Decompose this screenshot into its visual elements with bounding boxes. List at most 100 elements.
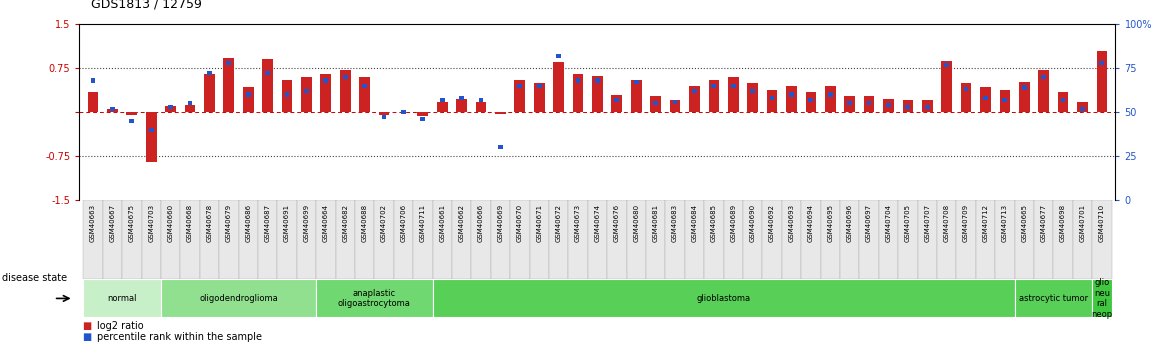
Text: GSM40669: GSM40669 — [498, 204, 503, 242]
Bar — [806, 91, 816, 112]
Bar — [1072, 200, 1092, 279]
Bar — [840, 200, 860, 279]
Bar — [420, 117, 425, 121]
Bar — [1097, 51, 1107, 112]
Bar — [995, 200, 1015, 279]
Bar — [529, 200, 549, 279]
Bar — [922, 100, 932, 112]
Bar — [342, 75, 348, 79]
Text: GSM40664: GSM40664 — [322, 204, 329, 242]
Text: GSM40692: GSM40692 — [769, 204, 776, 242]
Bar — [394, 200, 413, 279]
Bar — [495, 112, 506, 114]
Bar — [479, 98, 484, 102]
Text: GSM40701: GSM40701 — [1079, 204, 1085, 242]
Bar — [534, 83, 544, 112]
Bar — [646, 200, 666, 279]
Bar — [1080, 107, 1085, 111]
Bar — [964, 87, 968, 91]
Bar — [666, 200, 684, 279]
Text: GSM40702: GSM40702 — [381, 204, 387, 242]
Text: GSM40660: GSM40660 — [168, 204, 174, 242]
Bar — [691, 89, 697, 93]
Bar — [863, 96, 875, 112]
Bar — [378, 112, 389, 115]
Bar — [770, 96, 774, 100]
Bar — [1022, 86, 1027, 90]
Bar — [265, 71, 270, 76]
Text: GSM40698: GSM40698 — [1061, 204, 1066, 242]
Bar — [161, 279, 317, 317]
Bar — [360, 77, 370, 112]
Bar — [126, 112, 137, 115]
Bar — [612, 95, 623, 112]
Bar — [821, 200, 840, 279]
Bar — [1058, 91, 1069, 112]
Bar — [204, 74, 215, 112]
Bar — [459, 96, 464, 100]
Bar — [957, 200, 975, 279]
Text: GSM40670: GSM40670 — [516, 204, 523, 242]
Text: GSM40662: GSM40662 — [459, 204, 465, 242]
Bar — [200, 200, 220, 279]
Text: GSM40679: GSM40679 — [225, 204, 231, 242]
Bar — [607, 200, 626, 279]
Bar — [413, 200, 432, 279]
Text: GSM40687: GSM40687 — [265, 204, 271, 242]
Bar — [844, 96, 855, 112]
Bar — [107, 109, 118, 112]
Bar — [1077, 101, 1087, 112]
Bar — [673, 99, 677, 104]
Bar — [1002, 98, 1007, 102]
Text: ■: ■ — [82, 321, 91, 331]
Bar — [731, 84, 736, 88]
Text: GSM40699: GSM40699 — [304, 204, 310, 242]
Bar — [1092, 279, 1112, 317]
Bar — [941, 60, 952, 112]
Text: GSM40686: GSM40686 — [245, 204, 251, 242]
Text: GSM40663: GSM40663 — [90, 204, 96, 242]
Bar — [141, 200, 161, 279]
Bar — [684, 200, 704, 279]
Bar — [689, 86, 700, 112]
Text: GSM40696: GSM40696 — [847, 204, 853, 242]
Bar — [825, 86, 835, 112]
Bar — [766, 90, 778, 112]
Text: GSM40703: GSM40703 — [148, 204, 154, 242]
Text: GSM40691: GSM40691 — [284, 204, 290, 242]
Bar — [887, 103, 891, 107]
Text: GSM40676: GSM40676 — [614, 204, 620, 242]
Bar — [905, 105, 910, 109]
Text: GSM40713: GSM40713 — [1002, 204, 1008, 242]
Bar — [301, 77, 312, 112]
Text: GSM40704: GSM40704 — [885, 204, 891, 242]
Bar — [362, 84, 367, 88]
Text: GSM40683: GSM40683 — [672, 204, 679, 242]
Bar — [554, 62, 564, 112]
Bar — [592, 76, 603, 112]
Bar — [1099, 61, 1104, 65]
Bar — [883, 99, 894, 112]
Text: GSM40672: GSM40672 — [556, 204, 562, 242]
Bar — [491, 200, 510, 279]
Bar — [709, 80, 719, 112]
Bar — [223, 58, 234, 112]
Text: GSM40693: GSM40693 — [788, 204, 794, 242]
Bar — [277, 200, 297, 279]
Text: GSM40680: GSM40680 — [633, 204, 639, 242]
Bar — [556, 54, 561, 58]
Text: GSM40677: GSM40677 — [1041, 204, 1047, 242]
Text: GSM40695: GSM40695 — [827, 204, 833, 242]
Bar — [1018, 82, 1029, 112]
Bar — [103, 200, 123, 279]
Bar — [517, 84, 522, 88]
Bar — [918, 200, 937, 279]
Text: GSM40681: GSM40681 — [653, 204, 659, 242]
Bar — [903, 100, 913, 112]
Text: disease state: disease state — [2, 273, 68, 283]
Text: glioblastoma: glioblastoma — [696, 294, 751, 303]
Bar — [457, 99, 467, 112]
Bar — [432, 200, 452, 279]
Text: GSM40709: GSM40709 — [964, 204, 969, 242]
Bar — [781, 200, 801, 279]
